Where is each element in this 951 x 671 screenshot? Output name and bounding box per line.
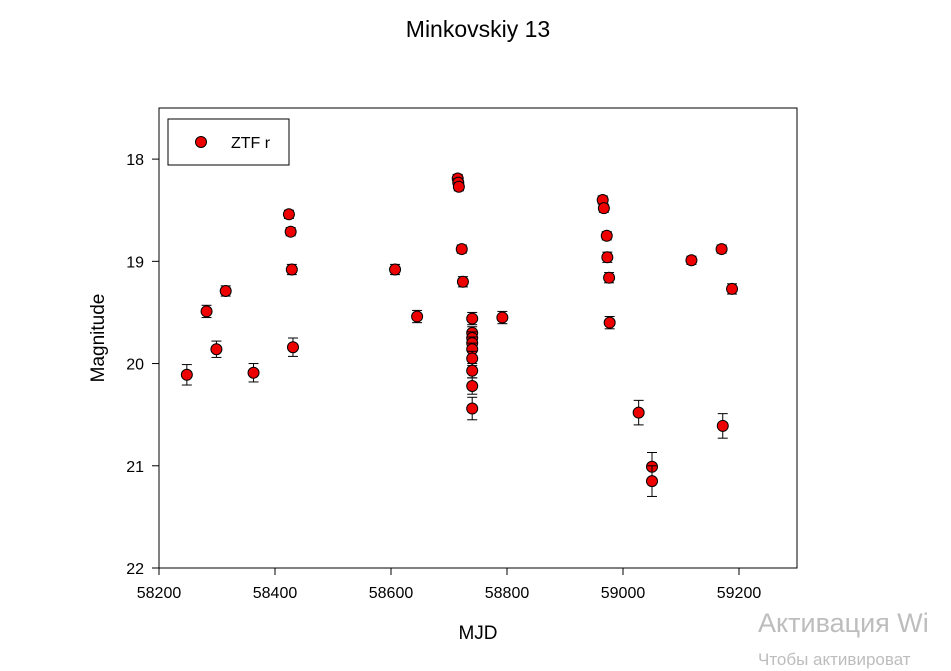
x-tick-label: 59000 [601, 585, 646, 602]
legend-box [167, 118, 290, 166]
data-point [646, 465, 658, 497]
y-tick-label: 19 [126, 254, 144, 271]
chart-title: Minkovskiy 13 [406, 16, 550, 42]
y-tick-label: 21 [126, 459, 144, 476]
data-point [466, 377, 479, 395]
watermark-activation-title: Активация Wi [758, 608, 929, 638]
data-point-marker [452, 180, 465, 193]
data-point-marker [411, 310, 424, 323]
data-point [284, 225, 297, 238]
x-axis-label: MJD [458, 623, 497, 644]
data-point [603, 271, 616, 284]
data-point-marker [600, 229, 613, 242]
data-point [219, 284, 232, 297]
y-tick-label: 22 [126, 561, 144, 578]
data-point [601, 251, 614, 264]
data-point-marker [603, 316, 616, 329]
data-point [466, 363, 479, 379]
data-point-marker [601, 251, 614, 264]
data-point-marker [466, 402, 479, 415]
data-point [389, 263, 402, 276]
data-point-marker [632, 406, 645, 419]
y-axis-label: Magnitude [88, 294, 109, 383]
data-point [452, 180, 465, 193]
x-axis-ticks: 58200 58400 58600 58800 59000 59200 [137, 568, 762, 602]
y-axis-ticks: 18 19 20 21 22 [126, 152, 159, 578]
data-point-marker [597, 202, 610, 215]
data-point-marker [180, 368, 193, 381]
data-point-marker [282, 208, 295, 221]
data-point-marker [219, 284, 232, 297]
data-point [180, 364, 193, 386]
x-tick-label: 59200 [717, 585, 762, 602]
data-point-marker [284, 225, 297, 238]
data-point-marker [285, 263, 298, 276]
data-point [716, 413, 729, 439]
data-point-marker [466, 364, 479, 377]
data-point-marker [210, 343, 223, 356]
plot-area-frame [158, 107, 798, 569]
data-point-marker [646, 475, 658, 488]
data-point-marker [726, 282, 739, 295]
data-point [466, 311, 479, 326]
data-point-marker [389, 263, 402, 276]
data-point [456, 275, 469, 288]
data-point [285, 263, 298, 276]
data-point [411, 309, 424, 324]
x-tick-label: 58200 [137, 585, 182, 602]
data-point [685, 254, 698, 267]
watermark-activation-subtitle: Чтобы активироват [758, 650, 911, 669]
data-point-marker [455, 243, 468, 256]
data-point [603, 316, 616, 330]
data-point [600, 229, 613, 242]
data-point-marker [603, 271, 616, 284]
x-tick-label: 58600 [369, 585, 414, 602]
data-point [496, 310, 509, 325]
data-point [282, 208, 295, 221]
y-tick-label: 20 [126, 357, 144, 374]
data-point-marker [496, 311, 509, 324]
data-point-marker [716, 419, 729, 432]
data-point [247, 363, 260, 383]
data-point [286, 337, 299, 357]
data-point [466, 396, 479, 421]
data-point [632, 399, 645, 426]
data-point-marker [466, 312, 479, 325]
data-point-marker [456, 275, 469, 288]
data-point-marker [247, 366, 260, 379]
data-point [200, 304, 213, 319]
data-point-marker [286, 341, 299, 354]
x-tick-label: 58400 [253, 585, 298, 602]
data-point [726, 282, 739, 295]
data-point [455, 243, 468, 256]
x-tick-label: 58800 [485, 585, 530, 602]
legend: ZTF r [167, 118, 290, 166]
data-point [715, 243, 728, 256]
data-point-marker [466, 380, 479, 393]
data-points [180, 172, 739, 497]
data-point-marker [200, 305, 213, 318]
data-point [210, 340, 223, 358]
legend-marker [195, 136, 207, 148]
data-point-marker [466, 352, 479, 365]
data-point [597, 202, 610, 215]
legend-label: ZTF r [231, 135, 271, 152]
data-point-marker [715, 243, 728, 256]
data-point-marker [685, 254, 698, 267]
y-tick-label: 18 [126, 152, 144, 169]
